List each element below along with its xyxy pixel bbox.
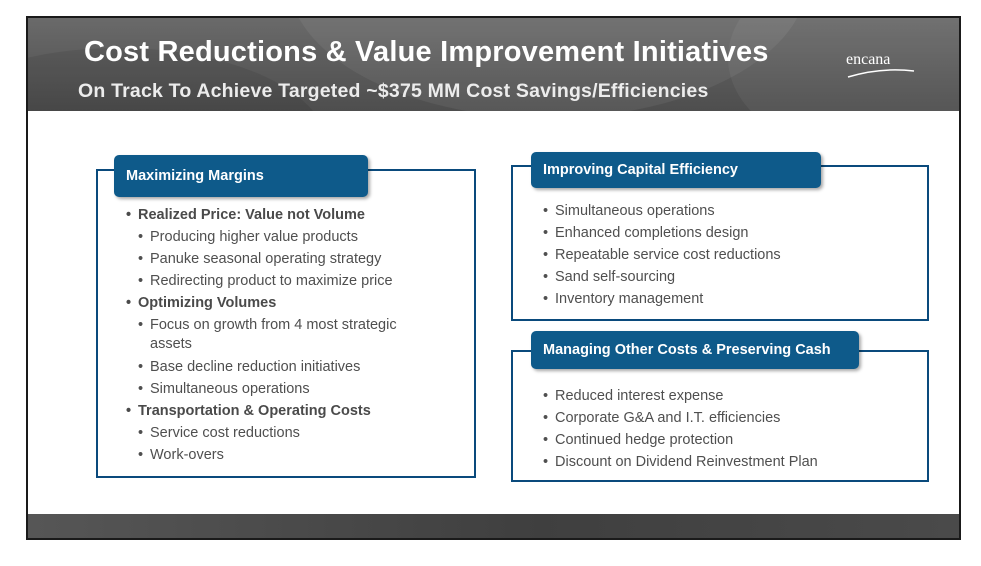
list-item: • Work-overs: [138, 447, 224, 463]
other-costs-list: • Reduced interest expense • Corporate G&A…: [543, 385, 913, 473]
list-item: • Redirecting product to maximize price: [138, 273, 393, 289]
maximizing-margins-list: • Realized Price: Value not Volume • Produ…: [126, 204, 466, 466]
encana-logo: encana: [846, 51, 916, 85]
list-item: • Discount on Dividend Reinvestment Plan: [543, 454, 818, 470]
footer-banner: [28, 514, 959, 538]
list-item: • Panuke seasonal operating strategy: [138, 251, 382, 267]
logo-text: encana: [846, 51, 891, 68]
list-item-continuation: assets: [150, 336, 192, 352]
list-item: • Sand self-sourcing: [543, 269, 676, 285]
list-item: • Reduced interest expense: [543, 388, 724, 404]
header-swoosh: [728, 18, 959, 111]
list-item: • Repeatable service cost reductions: [543, 247, 781, 263]
list-item: • Focus on growth from 4 most strategic: [138, 317, 397, 333]
slide-title: Cost Reductions & Value Improvement Init…: [84, 36, 769, 68]
logo-swoosh-icon: [847, 69, 915, 78]
list-item: • Simultaneous operations: [138, 381, 310, 397]
list-item: • Realized Price: Value not Volume: [126, 207, 365, 223]
list-item: • Base decline reduction initiatives: [138, 359, 361, 375]
list-item: • Inventory management: [543, 291, 704, 307]
list-item: • Optimizing Volumes: [126, 295, 277, 311]
maximizing-margins-heading: Maximizing Margins: [114, 155, 368, 197]
slide: Cost Reductions & Value Improvement Init…: [26, 16, 961, 540]
capital-efficiency-list: • Simultaneous operations • Enhanced compl…: [543, 200, 913, 310]
list-item: • Corporate G&A and I.T. efficiencies: [543, 410, 781, 426]
capital-efficiency-heading: Improving Capital Efficiency: [531, 152, 821, 188]
list-item: • Transportation & Operating Costs: [126, 403, 371, 419]
other-costs-heading: Managing Other Costs & Preserving Cash: [531, 331, 859, 369]
list-item: • Continued hedge protection: [543, 432, 734, 448]
list-item: • Enhanced completions design: [543, 225, 749, 241]
list-item: • Simultaneous operations: [543, 203, 715, 219]
header-banner: Cost Reductions & Value Improvement Init…: [28, 18, 959, 111]
list-item: • Service cost reductions: [138, 425, 300, 441]
list-item: • Producing higher value products: [138, 229, 358, 245]
slide-subtitle: On Track To Achieve Targeted ~$375 MM Co…: [78, 80, 709, 102]
